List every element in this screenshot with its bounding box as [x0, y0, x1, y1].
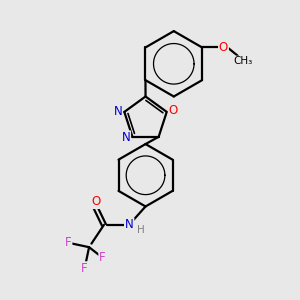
Text: F: F	[65, 236, 72, 249]
Text: CH₃: CH₃	[233, 56, 252, 66]
Text: N: N	[125, 218, 134, 231]
Text: O: O	[169, 104, 178, 117]
Text: N: N	[122, 131, 130, 144]
Text: O: O	[219, 41, 228, 54]
Text: F: F	[81, 262, 88, 275]
Text: H: H	[136, 225, 144, 235]
Text: N: N	[113, 104, 122, 118]
Text: O: O	[91, 195, 100, 208]
Text: F: F	[99, 251, 106, 264]
